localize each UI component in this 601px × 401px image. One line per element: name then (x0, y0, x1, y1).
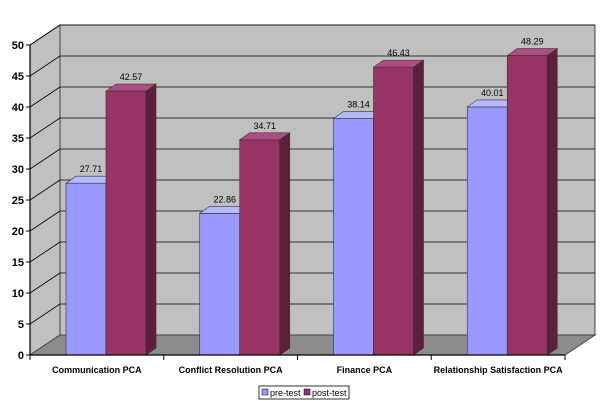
y-tick-label: 50 (12, 40, 24, 52)
y-tick-label: 30 (12, 164, 24, 176)
bar-front (506, 55, 548, 356)
bar-side (546, 48, 558, 356)
bar-front (239, 139, 281, 356)
legend-label-post-test: post-test (312, 388, 347, 398)
value-labels: 27.71 42.57 22.86 34.71 38.14 46.43 40.01 48.29 (80, 37, 544, 205)
gridline-side (29, 179, 61, 201)
data-label: 48.29 (521, 37, 544, 47)
bar-post-test (105, 83, 157, 356)
bar-front (466, 106, 508, 356)
bar-post-test (238, 132, 291, 356)
y-tick-label: 45 (12, 71, 24, 83)
legend-swatch-pre-test (261, 388, 269, 396)
data-label: 34.71 (253, 121, 276, 131)
gridline-side (29, 210, 61, 232)
data-label: 22.86 (213, 194, 236, 204)
gridline-side (29, 303, 61, 325)
y-tick-label: 15 (12, 257, 24, 269)
x-tick-label: Relationship Satisfaction PCA (434, 365, 564, 375)
bar-side (279, 132, 291, 356)
data-label: 38.14 (347, 100, 370, 110)
bar-top (105, 83, 157, 92)
bar-side (145, 83, 157, 356)
bar-post-test (372, 59, 425, 356)
bars (65, 48, 559, 356)
gridline-side (29, 117, 61, 139)
x-tick-label: Finance PCA (337, 365, 393, 375)
legend-label-pre-test: pre-test (270, 388, 301, 398)
y-tick-label: 25 (12, 195, 24, 207)
y-tick-label: 40 (12, 102, 24, 114)
data-label: 46.43 (387, 48, 410, 58)
y-tick-label: 10 (12, 288, 24, 300)
gridline-side (29, 55, 61, 77)
y-tick-label: 0 (18, 350, 24, 362)
gridline-side (29, 86, 61, 108)
data-label: 40.01 (481, 88, 504, 98)
bar-front (373, 66, 414, 356)
x-axis: Communication PCA Conflict Resolution PCA… (29, 354, 566, 375)
bar-side (413, 59, 424, 356)
x-tick-label: Communication PCA (52, 365, 142, 375)
y-tick-label: 5 (18, 319, 24, 331)
bar-top (506, 48, 559, 56)
y-tick-label: 35 (12, 133, 24, 145)
gridline-side (29, 24, 61, 46)
y-tick-label: 20 (12, 226, 24, 238)
gridline-side (29, 272, 61, 294)
bar-front (65, 182, 107, 356)
data-label: 42.57 (120, 72, 143, 82)
bar-top (372, 59, 425, 68)
legend: pre-test post-test (258, 385, 350, 400)
bar-front (333, 118, 374, 356)
x-tick-label: Conflict Resolution PCA (179, 365, 283, 375)
y-axis: 0 5 10 15 20 25 30 35 40 45 50 (12, 40, 31, 362)
bar-front (199, 212, 241, 356)
gridline-side (29, 148, 61, 170)
bar-front (105, 90, 147, 356)
gridline-side (29, 241, 61, 263)
bar-post-test (506, 48, 559, 356)
legend-swatch-post-test (303, 388, 311, 396)
bar-top (238, 132, 291, 141)
data-label: 27.71 (80, 164, 103, 174)
